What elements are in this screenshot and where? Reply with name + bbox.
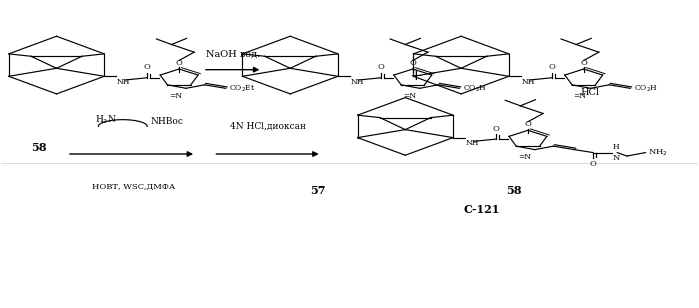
Text: O: O	[410, 59, 416, 67]
Text: NHBoc: NHBoc	[151, 117, 184, 126]
Text: CO$_2$Et: CO$_2$Et	[229, 83, 256, 94]
Text: 4N HCl,диоксан: 4N HCl,диоксан	[230, 122, 306, 131]
Text: NH$_2$: NH$_2$	[649, 147, 668, 158]
Text: NH: NH	[521, 78, 535, 86]
Text: O: O	[580, 59, 587, 67]
Text: O: O	[175, 59, 182, 67]
Text: O: O	[549, 63, 555, 71]
Text: NH: NH	[117, 78, 130, 86]
Text: =N: =N	[403, 92, 416, 100]
Text: H: H	[613, 143, 620, 151]
Text: 58: 58	[505, 185, 521, 196]
Text: +: +	[410, 69, 422, 83]
Text: O: O	[524, 120, 531, 128]
Text: =N: =N	[169, 92, 182, 100]
Text: HCl: HCl	[581, 88, 600, 97]
Text: НОВТ, WSC,ДМФА: НОВТ, WSC,ДМФА	[92, 183, 175, 191]
Text: H$_2$N: H$_2$N	[95, 114, 117, 126]
Text: O: O	[144, 63, 151, 71]
Text: C-121: C-121	[464, 204, 500, 215]
Text: 57: 57	[310, 185, 326, 196]
Text: CO$_2$H: CO$_2$H	[634, 83, 658, 94]
Text: 58: 58	[31, 142, 47, 153]
Text: O: O	[590, 160, 596, 168]
Text: =N: =N	[518, 153, 531, 161]
Text: NaOH вод.: NaOH вод.	[206, 50, 260, 59]
Text: N: N	[613, 154, 621, 162]
Text: O: O	[493, 125, 500, 133]
Text: O: O	[377, 63, 384, 71]
Text: NH: NH	[466, 139, 479, 147]
Text: =N: =N	[574, 92, 586, 100]
Text: NH: NH	[350, 78, 364, 86]
Text: CO$_2$H: CO$_2$H	[463, 83, 487, 94]
